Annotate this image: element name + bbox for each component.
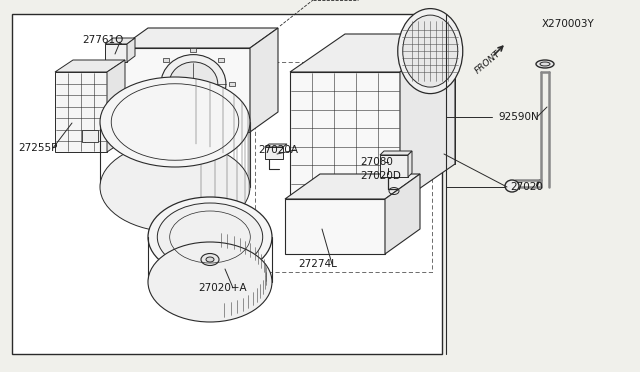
Ellipse shape <box>161 55 226 113</box>
Bar <box>163 58 169 62</box>
Ellipse shape <box>206 257 214 262</box>
Ellipse shape <box>540 62 550 66</box>
Text: 27020D: 27020D <box>360 171 401 181</box>
Ellipse shape <box>148 197 272 277</box>
Ellipse shape <box>148 242 272 322</box>
Text: 92590N: 92590N <box>498 112 539 122</box>
Ellipse shape <box>403 15 458 87</box>
Ellipse shape <box>201 253 219 266</box>
Polygon shape <box>127 38 135 62</box>
Polygon shape <box>55 72 107 152</box>
Polygon shape <box>380 151 412 155</box>
Polygon shape <box>105 44 127 62</box>
Polygon shape <box>120 48 250 132</box>
Polygon shape <box>380 155 408 177</box>
Polygon shape <box>290 34 455 72</box>
Text: 27020: 27020 <box>510 182 543 192</box>
Bar <box>191 116 196 120</box>
Bar <box>82 129 98 141</box>
Ellipse shape <box>100 77 250 167</box>
Polygon shape <box>55 60 125 72</box>
Ellipse shape <box>157 203 262 271</box>
Bar <box>218 58 224 62</box>
Polygon shape <box>285 199 385 254</box>
Polygon shape <box>105 38 135 44</box>
Bar <box>191 48 196 52</box>
Polygon shape <box>400 34 455 202</box>
Text: 27020A: 27020A <box>258 145 298 155</box>
Bar <box>12 14 442 354</box>
Polygon shape <box>250 28 278 132</box>
Text: X270003Y: X270003Y <box>542 19 595 29</box>
Text: 27761Q: 27761Q <box>82 35 124 45</box>
Bar <box>163 106 169 110</box>
Ellipse shape <box>169 62 218 106</box>
Polygon shape <box>265 144 287 147</box>
Polygon shape <box>285 174 420 199</box>
Ellipse shape <box>536 60 554 68</box>
Text: 27274L: 27274L <box>298 259 337 269</box>
Text: 27080: 27080 <box>360 157 393 167</box>
Polygon shape <box>408 151 412 177</box>
Polygon shape <box>385 174 420 254</box>
Bar <box>229 82 236 86</box>
Polygon shape <box>345 34 455 164</box>
Text: 27255P: 27255P <box>18 143 58 153</box>
Text: 27020+A: 27020+A <box>198 283 246 293</box>
Polygon shape <box>120 28 278 48</box>
Ellipse shape <box>505 180 519 192</box>
Ellipse shape <box>397 9 463 94</box>
Ellipse shape <box>100 142 250 232</box>
Polygon shape <box>107 60 125 152</box>
Bar <box>152 82 157 86</box>
Polygon shape <box>265 147 283 159</box>
Text: FRONT: FRONT <box>474 49 502 76</box>
Bar <box>218 106 224 110</box>
Polygon shape <box>290 72 400 202</box>
